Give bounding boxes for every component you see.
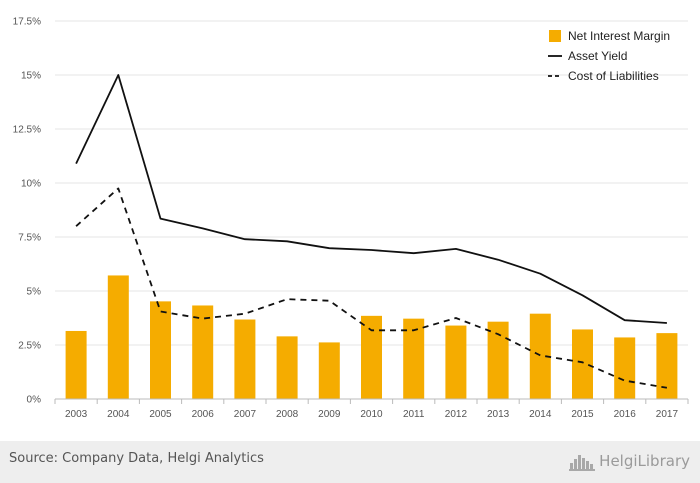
bar [529, 313, 551, 399]
x-tick-label: 2008 [276, 409, 299, 420]
x-tick-label: 2004 [107, 409, 130, 420]
chart: 0%2.5%5%7.5%10%12.5%15%17.5% 2003 2004 200… [13, 17, 689, 420]
y-tick-label: 2.5% [18, 341, 41, 352]
x-tick-label: 2010 [360, 409, 383, 420]
x-tick-label: 2012 [445, 409, 468, 420]
bar [234, 319, 256, 399]
x-tick-label: 2013 [487, 409, 510, 420]
bar-series-net-interest-margin [65, 275, 678, 399]
x-tick-label: 2017 [656, 409, 679, 420]
bar [318, 342, 340, 399]
x-tick-label: 2007 [234, 409, 257, 420]
bar [614, 337, 636, 399]
x-tick-label: 2006 [192, 409, 215, 420]
helgi-logo-icon [569, 455, 596, 471]
y-tick-label: 5% [27, 287, 42, 298]
line-series [75, 74, 668, 389]
y-tick-label: 17.5% [13, 17, 41, 28]
bar [403, 318, 425, 399]
bar [107, 275, 129, 399]
bar [192, 305, 214, 399]
x-tick-label: 2009 [318, 409, 341, 420]
x-tick-label: 2011 [403, 409, 425, 420]
line-asset-yield [75, 74, 667, 324]
bar [572, 329, 593, 399]
x-tick-label: 2014 [529, 409, 552, 420]
bar [276, 336, 298, 399]
y-tick-label: 0% [27, 395, 42, 406]
y-tick-label: 15% [21, 71, 41, 82]
x-tick-label: 2015 [571, 409, 594, 420]
legend-swatch [549, 30, 561, 42]
bar [656, 333, 678, 399]
bar [445, 325, 467, 399]
legend-label: Asset Yield [568, 49, 627, 63]
brand-logo: HelgiLibrary [569, 449, 690, 473]
x-tick-label: 2003 [65, 409, 88, 420]
bar [361, 315, 382, 399]
legend: Net Interest Margin Asset Yield Cost of Li… [548, 29, 670, 83]
source-note: Source: Company Data, Helgi Analytics [9, 451, 264, 466]
bar [150, 301, 171, 399]
legend-label: Net Interest Margin [568, 29, 670, 43]
x-axis: 2003 2004 2005 2006 2007 2008 2009 2010 2011 2012… [54, 398, 689, 420]
x-tick-label: 2005 [149, 409, 172, 420]
y-grid [55, 20, 688, 346]
y-tick-label: 7.5% [18, 233, 41, 244]
y-tick-label: 12.5% [13, 125, 41, 136]
footer: Source: Company Data, Helgi Analytics He… [0, 441, 700, 483]
brand-name: HelgiLibrary [599, 452, 690, 470]
bar [487, 321, 509, 399]
x-tick-label: 2016 [614, 409, 637, 420]
bar [65, 330, 87, 399]
y-axis-tick-labels: 0% 2.5% 5% 7.5% 10% 12.5% 15% 17.5% [13, 17, 41, 406]
legend-label: Cost of Liabilities [568, 69, 659, 83]
y-tick-label: 10% [21, 179, 41, 190]
line-cost-of-liabilities [75, 187, 668, 389]
